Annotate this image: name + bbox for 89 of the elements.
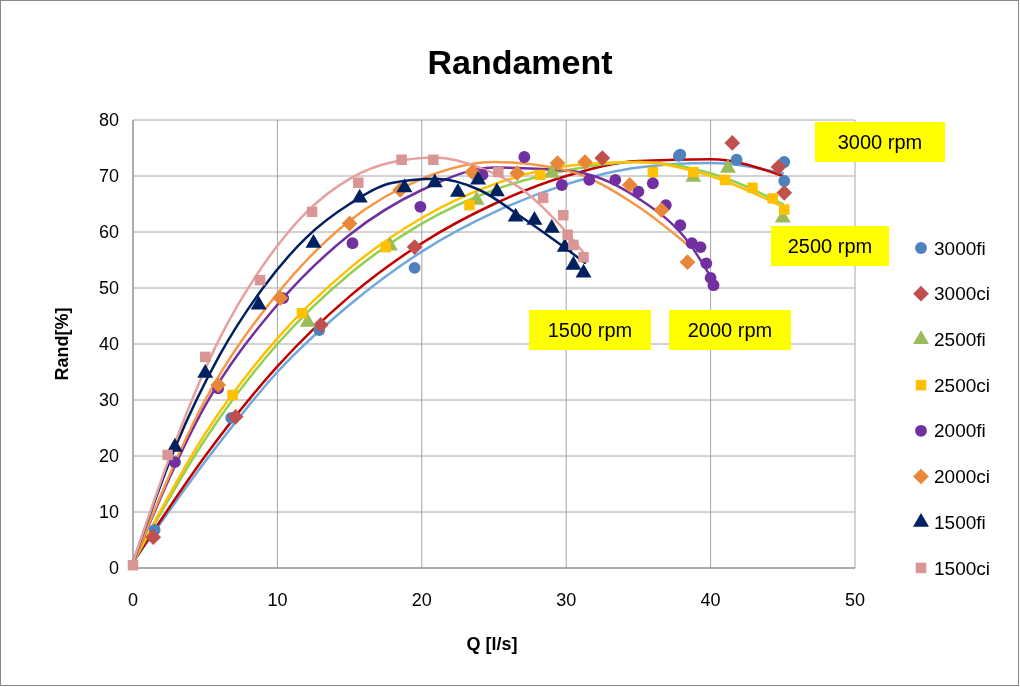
x-tick-label: 20 xyxy=(411,590,432,610)
point xyxy=(776,184,793,201)
y-tick-label: 30 xyxy=(98,390,119,411)
point xyxy=(549,155,566,171)
y-axis-title: Rand[%] xyxy=(52,307,72,381)
point xyxy=(127,559,139,571)
y-tick-label: 70 xyxy=(98,166,119,187)
point xyxy=(730,153,743,166)
point xyxy=(428,154,439,165)
point xyxy=(558,209,569,221)
chart-title: Randament xyxy=(427,43,613,81)
point xyxy=(646,177,659,190)
point xyxy=(254,274,266,286)
point xyxy=(577,154,593,170)
point xyxy=(568,239,579,251)
point xyxy=(778,175,791,187)
point xyxy=(679,254,696,271)
point xyxy=(380,241,391,253)
point xyxy=(341,215,358,232)
point xyxy=(227,389,238,401)
y-tick-label: 80 xyxy=(98,110,119,131)
point xyxy=(534,169,546,181)
point xyxy=(779,204,790,215)
point xyxy=(594,150,611,166)
legend-label: 1500ci xyxy=(934,557,990,579)
point xyxy=(396,154,407,165)
point xyxy=(632,185,645,198)
point xyxy=(227,408,244,425)
point xyxy=(210,377,227,393)
point xyxy=(312,317,329,333)
point xyxy=(767,193,778,204)
annotation: 2500 rpm xyxy=(787,235,873,257)
point xyxy=(770,159,787,175)
point xyxy=(688,166,699,178)
point xyxy=(414,200,427,213)
point xyxy=(707,279,720,292)
y-tick-label: 0 xyxy=(108,558,119,579)
point xyxy=(583,174,596,186)
point xyxy=(406,239,423,255)
point xyxy=(518,151,531,163)
point xyxy=(647,166,659,178)
annotation: 2000 rpm xyxy=(687,319,773,341)
point xyxy=(694,241,707,254)
point xyxy=(353,177,364,188)
point xyxy=(306,206,318,218)
legend-label: 3000ci xyxy=(934,283,990,305)
annotation: 1500 rpm xyxy=(547,319,633,341)
point xyxy=(408,261,421,274)
legend-label: 1500fi xyxy=(934,511,986,533)
legend-label: 2000fi xyxy=(934,420,986,442)
point xyxy=(674,219,687,232)
point xyxy=(621,177,638,193)
x-tick-label: 0 xyxy=(127,590,139,610)
y-tick-label: 50 xyxy=(98,278,119,299)
point xyxy=(162,449,173,461)
point xyxy=(719,174,731,186)
point xyxy=(609,174,622,186)
point xyxy=(562,229,573,241)
y-tick-label: 60 xyxy=(98,222,119,243)
point xyxy=(168,456,181,469)
point xyxy=(493,166,504,178)
point xyxy=(272,290,289,306)
legend-label: 2000ci xyxy=(934,466,990,488)
legend-label: 3000fi xyxy=(934,237,986,259)
point xyxy=(700,257,713,270)
point xyxy=(464,164,481,180)
point xyxy=(346,237,359,250)
point xyxy=(464,199,475,211)
x-tick-label: 50 xyxy=(844,590,866,610)
x-tick-label: 10 xyxy=(267,590,288,610)
point xyxy=(653,202,670,219)
legend-label: 2500fi xyxy=(934,329,986,351)
point xyxy=(747,182,758,193)
y-tick-label: 20 xyxy=(98,446,119,467)
point xyxy=(555,179,568,191)
point xyxy=(537,192,549,204)
x-axis-title: Q [l/s] xyxy=(466,634,518,654)
point xyxy=(199,351,211,363)
y-tick-label: 10 xyxy=(98,502,119,523)
legend-label: 2500ci xyxy=(934,374,990,396)
annotation: 3000 rpm xyxy=(837,131,923,153)
point xyxy=(296,307,308,319)
point xyxy=(509,165,525,182)
point xyxy=(145,529,162,546)
x-tick-label: 30 xyxy=(556,590,577,610)
point xyxy=(578,251,589,263)
y-tick-label: 40 xyxy=(98,334,119,355)
point xyxy=(724,135,741,151)
x-tick-label: 40 xyxy=(700,590,721,610)
